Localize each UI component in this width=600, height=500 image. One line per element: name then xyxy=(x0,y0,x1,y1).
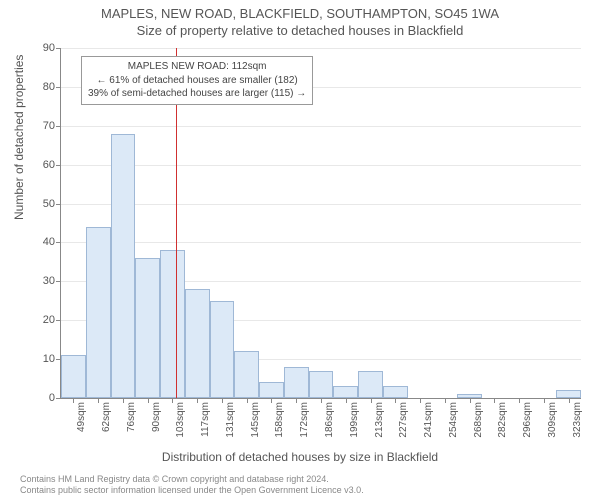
xtick-mark xyxy=(544,398,545,403)
gridline xyxy=(61,48,581,49)
xtick-mark xyxy=(222,398,223,403)
xtick-mark xyxy=(98,398,99,403)
xtick-mark xyxy=(395,398,396,403)
annotation-box: MAPLES NEW ROAD: 112sqm← 61% of detached… xyxy=(81,56,313,105)
histogram-bar xyxy=(210,301,235,398)
ytick-mark xyxy=(56,320,61,321)
ytick-mark xyxy=(56,204,61,205)
xtick-label: 49sqm xyxy=(76,402,87,432)
xtick-mark xyxy=(197,398,198,403)
ytick-mark xyxy=(56,398,61,399)
xtick-label: 103sqm xyxy=(175,402,186,438)
xtick-mark xyxy=(123,398,124,403)
xtick-mark xyxy=(271,398,272,403)
ytick-label: 60 xyxy=(25,159,55,171)
xtick-mark xyxy=(73,398,74,403)
xtick-label: 131sqm xyxy=(225,402,236,438)
x-axis-label: Distribution of detached houses by size … xyxy=(0,450,600,464)
plot-area: 010203040506070809049sqm62sqm76sqm90sqm1… xyxy=(60,48,580,398)
xtick-label: 145sqm xyxy=(250,402,261,438)
xtick-mark xyxy=(494,398,495,403)
xtick-label: 282sqm xyxy=(497,402,508,438)
gridline xyxy=(61,165,581,166)
xtick-label: 213sqm xyxy=(374,402,385,438)
ytick-label: 50 xyxy=(25,198,55,210)
xtick-mark xyxy=(148,398,149,403)
xtick-mark xyxy=(445,398,446,403)
xtick-label: 309sqm xyxy=(547,402,558,438)
y-axis-label: Number of detached properties xyxy=(12,55,26,220)
xtick-label: 199sqm xyxy=(349,402,360,438)
ytick-mark xyxy=(56,87,61,88)
ytick-label: 70 xyxy=(25,120,55,132)
histogram-bar xyxy=(383,386,408,398)
ytick-label: 0 xyxy=(25,392,55,404)
xtick-label: 323sqm xyxy=(572,402,583,438)
xtick-label: 117sqm xyxy=(200,402,211,437)
annotation-line-2: ← 61% of detached houses are smaller (18… xyxy=(88,74,306,88)
annotation-line-3: 39% of semi-detached houses are larger (… xyxy=(88,87,306,101)
footer-attribution: Contains HM Land Registry data © Crown c… xyxy=(20,474,364,496)
ytick-mark xyxy=(56,242,61,243)
xtick-mark xyxy=(569,398,570,403)
xtick-mark xyxy=(420,398,421,403)
xtick-label: 227sqm xyxy=(398,402,409,438)
xtick-mark xyxy=(321,398,322,403)
footer-line-2: Contains public sector information licen… xyxy=(20,485,364,496)
gridline xyxy=(61,126,581,127)
ytick-mark xyxy=(56,281,61,282)
histogram-bar xyxy=(309,371,334,398)
gridline xyxy=(61,204,581,205)
xtick-label: 241sqm xyxy=(423,402,434,438)
xtick-mark xyxy=(172,398,173,403)
xtick-label: 254sqm xyxy=(448,402,459,438)
ytick-mark xyxy=(56,165,61,166)
footer-line-1: Contains HM Land Registry data © Crown c… xyxy=(20,474,364,485)
xtick-mark xyxy=(296,398,297,403)
xtick-label: 90sqm xyxy=(151,402,162,432)
xtick-mark xyxy=(519,398,520,403)
ytick-mark xyxy=(56,48,61,49)
xtick-label: 268sqm xyxy=(473,402,484,438)
xtick-label: 186sqm xyxy=(324,402,335,438)
histogram-bar xyxy=(111,134,136,398)
ytick-label: 10 xyxy=(25,353,55,365)
histogram-bar xyxy=(61,355,86,398)
xtick-label: 62sqm xyxy=(101,402,112,432)
histogram-bar xyxy=(333,386,358,398)
ytick-label: 90 xyxy=(25,42,55,54)
chart-title-main: MAPLES, NEW ROAD, BLACKFIELD, SOUTHAMPTO… xyxy=(0,0,600,21)
xtick-mark xyxy=(371,398,372,403)
histogram-bar xyxy=(358,371,383,398)
annotation-line-1: MAPLES NEW ROAD: 112sqm xyxy=(88,60,306,74)
xtick-label: 76sqm xyxy=(126,402,137,432)
ytick-label: 20 xyxy=(25,314,55,326)
xtick-mark xyxy=(346,398,347,403)
ytick-label: 40 xyxy=(25,236,55,248)
histogram-bar xyxy=(160,250,185,398)
ytick-mark xyxy=(56,126,61,127)
xtick-label: 296sqm xyxy=(522,402,533,438)
chart-container: MAPLES, NEW ROAD, BLACKFIELD, SOUTHAMPTO… xyxy=(0,0,600,500)
histogram-bar xyxy=(284,367,309,398)
chart-title-sub: Size of property relative to detached ho… xyxy=(0,21,600,38)
histogram-bar xyxy=(135,258,160,398)
histogram-bar xyxy=(185,289,210,398)
xtick-mark xyxy=(247,398,248,403)
plot-inner: 010203040506070809049sqm62sqm76sqm90sqm1… xyxy=(60,48,581,399)
histogram-bar xyxy=(86,227,111,398)
histogram-bar xyxy=(556,390,581,398)
histogram-bar xyxy=(234,351,259,398)
xtick-label: 158sqm xyxy=(274,402,285,438)
histogram-bar xyxy=(259,382,284,398)
ytick-label: 30 xyxy=(25,275,55,287)
xtick-label: 172sqm xyxy=(299,402,310,438)
gridline xyxy=(61,242,581,243)
xtick-mark xyxy=(470,398,471,403)
ytick-label: 80 xyxy=(25,81,55,93)
